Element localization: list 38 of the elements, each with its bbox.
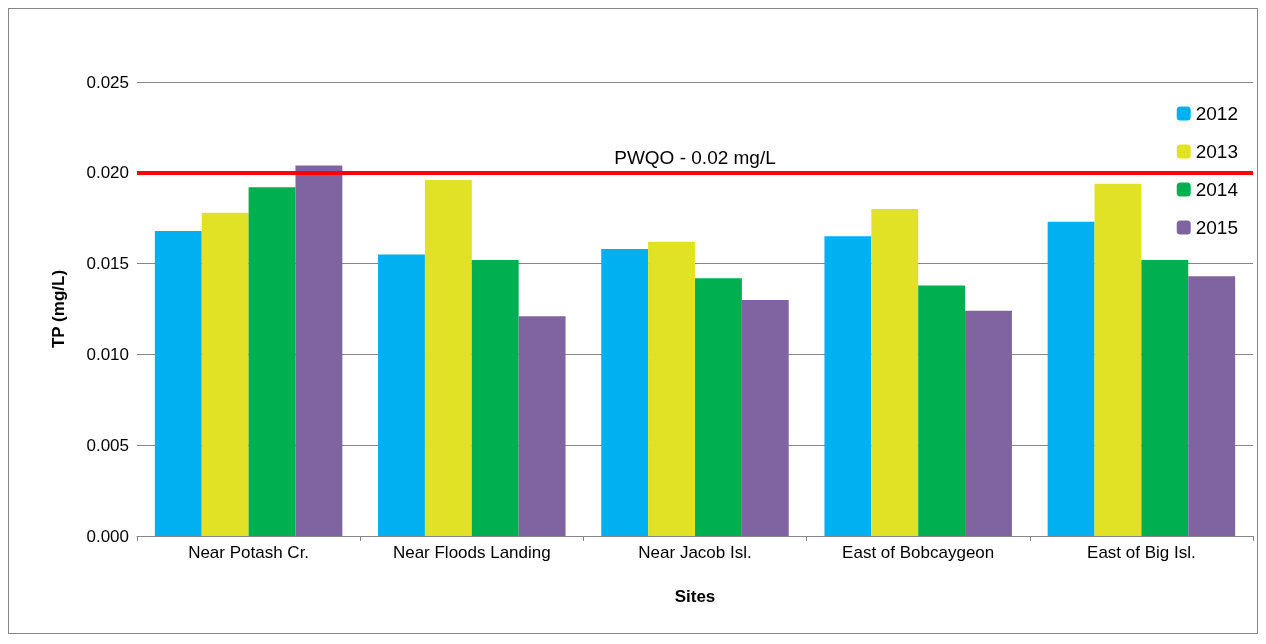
bar bbox=[965, 310, 1012, 536]
y-tick-label: 0.005 bbox=[86, 435, 129, 455]
x-tick-label: Near Floods Landing bbox=[392, 543, 551, 562]
bar bbox=[648, 241, 695, 536]
ref-line-label: PWQO - 0.02 mg/L bbox=[614, 146, 776, 168]
bar bbox=[248, 187, 296, 536]
bar bbox=[1047, 221, 1095, 536]
x-tick-label: East of Bobcaygeon bbox=[842, 543, 995, 562]
x-axis-title: Sites bbox=[674, 587, 716, 606]
legend-label: 2012 bbox=[1195, 103, 1239, 124]
y-tick-label: 0.010 bbox=[86, 344, 129, 364]
bar bbox=[201, 212, 249, 536]
bar bbox=[695, 278, 742, 536]
bar bbox=[1094, 183, 1142, 536]
y-tick-label: 0.000 bbox=[86, 526, 129, 546]
bar bbox=[378, 254, 425, 536]
bar bbox=[154, 230, 202, 536]
y-tick-label: 0.020 bbox=[86, 163, 129, 183]
bar bbox=[1141, 259, 1189, 536]
bar bbox=[824, 236, 872, 536]
bar bbox=[1188, 276, 1236, 536]
bar bbox=[518, 316, 566, 536]
bar bbox=[471, 259, 519, 536]
bar bbox=[601, 249, 649, 536]
bar bbox=[918, 285, 966, 536]
bar bbox=[871, 209, 919, 536]
y-tick-label: 0.025 bbox=[86, 72, 129, 92]
legend-label: 2013 bbox=[1195, 141, 1239, 162]
x-tick-label: East of Big Isl. bbox=[1087, 543, 1196, 562]
legend-label: 2014 bbox=[1195, 179, 1239, 200]
x-tick-label: Near Jacob Isl. bbox=[638, 543, 752, 562]
x-tick-label: Near Potash Cr. bbox=[188, 543, 310, 562]
y-tick-label: 0.015 bbox=[86, 254, 129, 274]
bar bbox=[295, 165, 343, 536]
bar bbox=[741, 299, 789, 536]
bar bbox=[424, 180, 472, 536]
legend-label: 2015 bbox=[1195, 217, 1239, 238]
y-axis-title: TP (mg/L) bbox=[49, 269, 68, 349]
